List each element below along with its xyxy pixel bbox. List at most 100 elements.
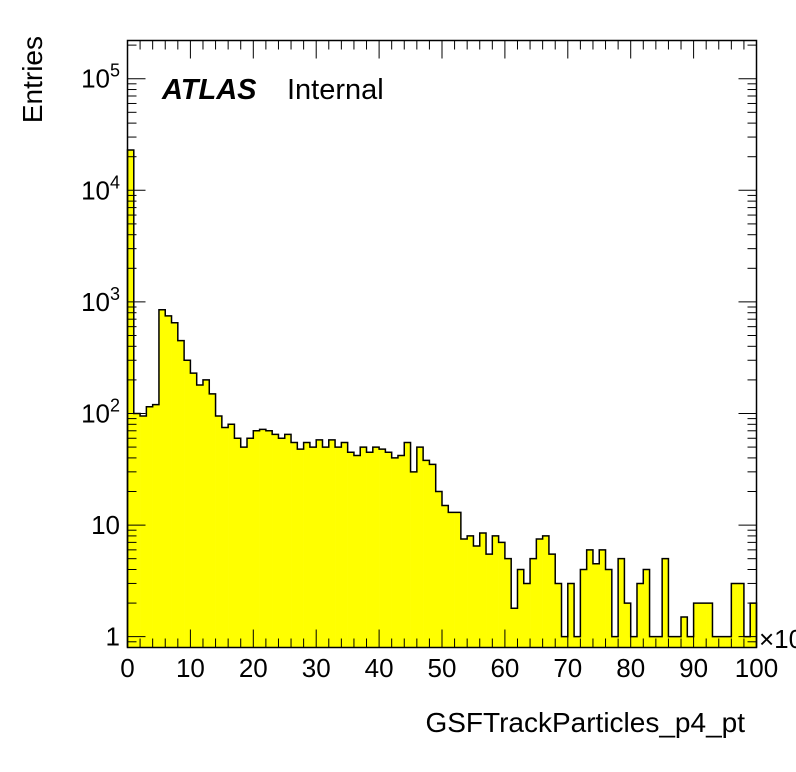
histogram-bin (693, 603, 701, 648)
x-tick-label: 100 (735, 653, 778, 683)
histogram-bin (467, 535, 474, 648)
histogram-bin (309, 447, 317, 648)
histogram-bin (448, 512, 455, 648)
histogram-bin (140, 415, 147, 648)
x-tick-label: 90 (679, 653, 708, 683)
y-tick-label: 105 (81, 61, 120, 94)
histogram-bin (397, 455, 405, 648)
histogram-bin (460, 539, 468, 648)
histogram-bin (611, 636, 619, 648)
histogram-bin (228, 424, 235, 648)
histogram-bin (353, 455, 361, 648)
histogram-bin (725, 636, 732, 648)
histogram-bin (435, 491, 443, 648)
histogram-bin (636, 583, 644, 648)
histogram-bin (750, 603, 757, 648)
y-tick-label: 102 (81, 395, 120, 428)
histogram-bin (592, 563, 600, 648)
histogram-bin (561, 636, 569, 648)
y-tick-label: 103 (81, 284, 120, 317)
histogram-bin (209, 393, 216, 648)
histogram-bin (328, 439, 336, 648)
x-tick-label: 60 (490, 653, 519, 683)
histogram-bin (316, 439, 323, 648)
x-tick-label: 50 (428, 653, 457, 683)
histogram-bin (284, 434, 292, 648)
histogram-bin (580, 569, 587, 648)
histogram-bin (511, 608, 518, 648)
y-tick-label: 1 (106, 622, 120, 652)
histogram-bin (184, 360, 191, 648)
histogram-bin (681, 617, 688, 648)
histogram-bin (391, 457, 399, 648)
histogram-bin (177, 340, 185, 648)
atlas-label: ATLAS (161, 74, 257, 106)
histogram-bin (542, 535, 550, 648)
x-tick-label: 70 (553, 653, 582, 683)
histogram-bin (265, 430, 273, 648)
histogram-bars (126, 149, 758, 648)
histogram-bin (360, 447, 367, 648)
histogram-bin (259, 429, 267, 648)
histogram-bin (743, 636, 751, 648)
y-tick-label: 10 (91, 510, 120, 540)
histogram-bin (574, 636, 581, 648)
histogram-bin (706, 603, 713, 648)
histogram-bin (492, 535, 499, 648)
histogram-bin (247, 438, 254, 648)
histogram-bin (737, 583, 745, 648)
histogram-bin (278, 438, 286, 648)
histogram-bin (146, 406, 153, 648)
histogram-bin (517, 569, 525, 648)
histogram-bin (404, 442, 411, 648)
histogram-bin (486, 554, 493, 648)
histogram-bin (454, 512, 462, 648)
histogram-bin (297, 449, 304, 648)
axis-ticks (127, 40, 757, 648)
histogram-bin (272, 434, 279, 648)
histogram-bin (504, 558, 512, 648)
x-scale-multiplier: ×10 (759, 624, 796, 654)
y-axis-title: Entries (17, 36, 48, 123)
histogram-bin (385, 452, 392, 648)
histogram-bin (347, 452, 355, 648)
histogram-bin (630, 636, 638, 648)
histogram-outline (126, 149, 758, 648)
histogram-bin (586, 549, 594, 648)
x-tick-label: 20 (239, 653, 268, 683)
histogram-bin (372, 447, 380, 648)
plot-frame (126, 39, 758, 649)
histogram-bin (303, 442, 311, 648)
y-tick-label: 104 (81, 172, 120, 205)
histogram-bin (410, 471, 418, 648)
histogram-bin (605, 569, 613, 648)
x-tick-label: 30 (302, 653, 331, 683)
histogram-bin (699, 603, 707, 648)
histogram-bin (190, 373, 197, 648)
histogram-bin (221, 427, 229, 648)
histogram-bin (536, 539, 543, 648)
x-tick-label: 80 (616, 653, 645, 683)
histogram-bin (253, 430, 260, 648)
histogram-bin (322, 447, 330, 648)
histogram-bin (479, 532, 487, 648)
histogram-bin (712, 636, 720, 648)
histogram-bin (127, 149, 135, 648)
histogram-bin (291, 442, 298, 648)
histogram-bin (202, 379, 210, 648)
x-tick-label: 10 (176, 653, 205, 683)
histogram-bin (240, 447, 248, 648)
histogram-bin (530, 558, 537, 648)
histogram-bin (429, 464, 437, 648)
histogram-bin (215, 415, 223, 648)
x-axis-title: GSFTrackParticles_p4_pt (425, 707, 745, 738)
histogram-bin (158, 309, 166, 648)
histogram-bin (668, 636, 676, 648)
histogram-bin (152, 404, 160, 648)
histogram-bin (133, 413, 141, 648)
histogram-bin (196, 385, 204, 648)
histogram-bin (473, 545, 481, 648)
histogram-bin (687, 636, 694, 648)
histogram-bin (548, 554, 556, 648)
